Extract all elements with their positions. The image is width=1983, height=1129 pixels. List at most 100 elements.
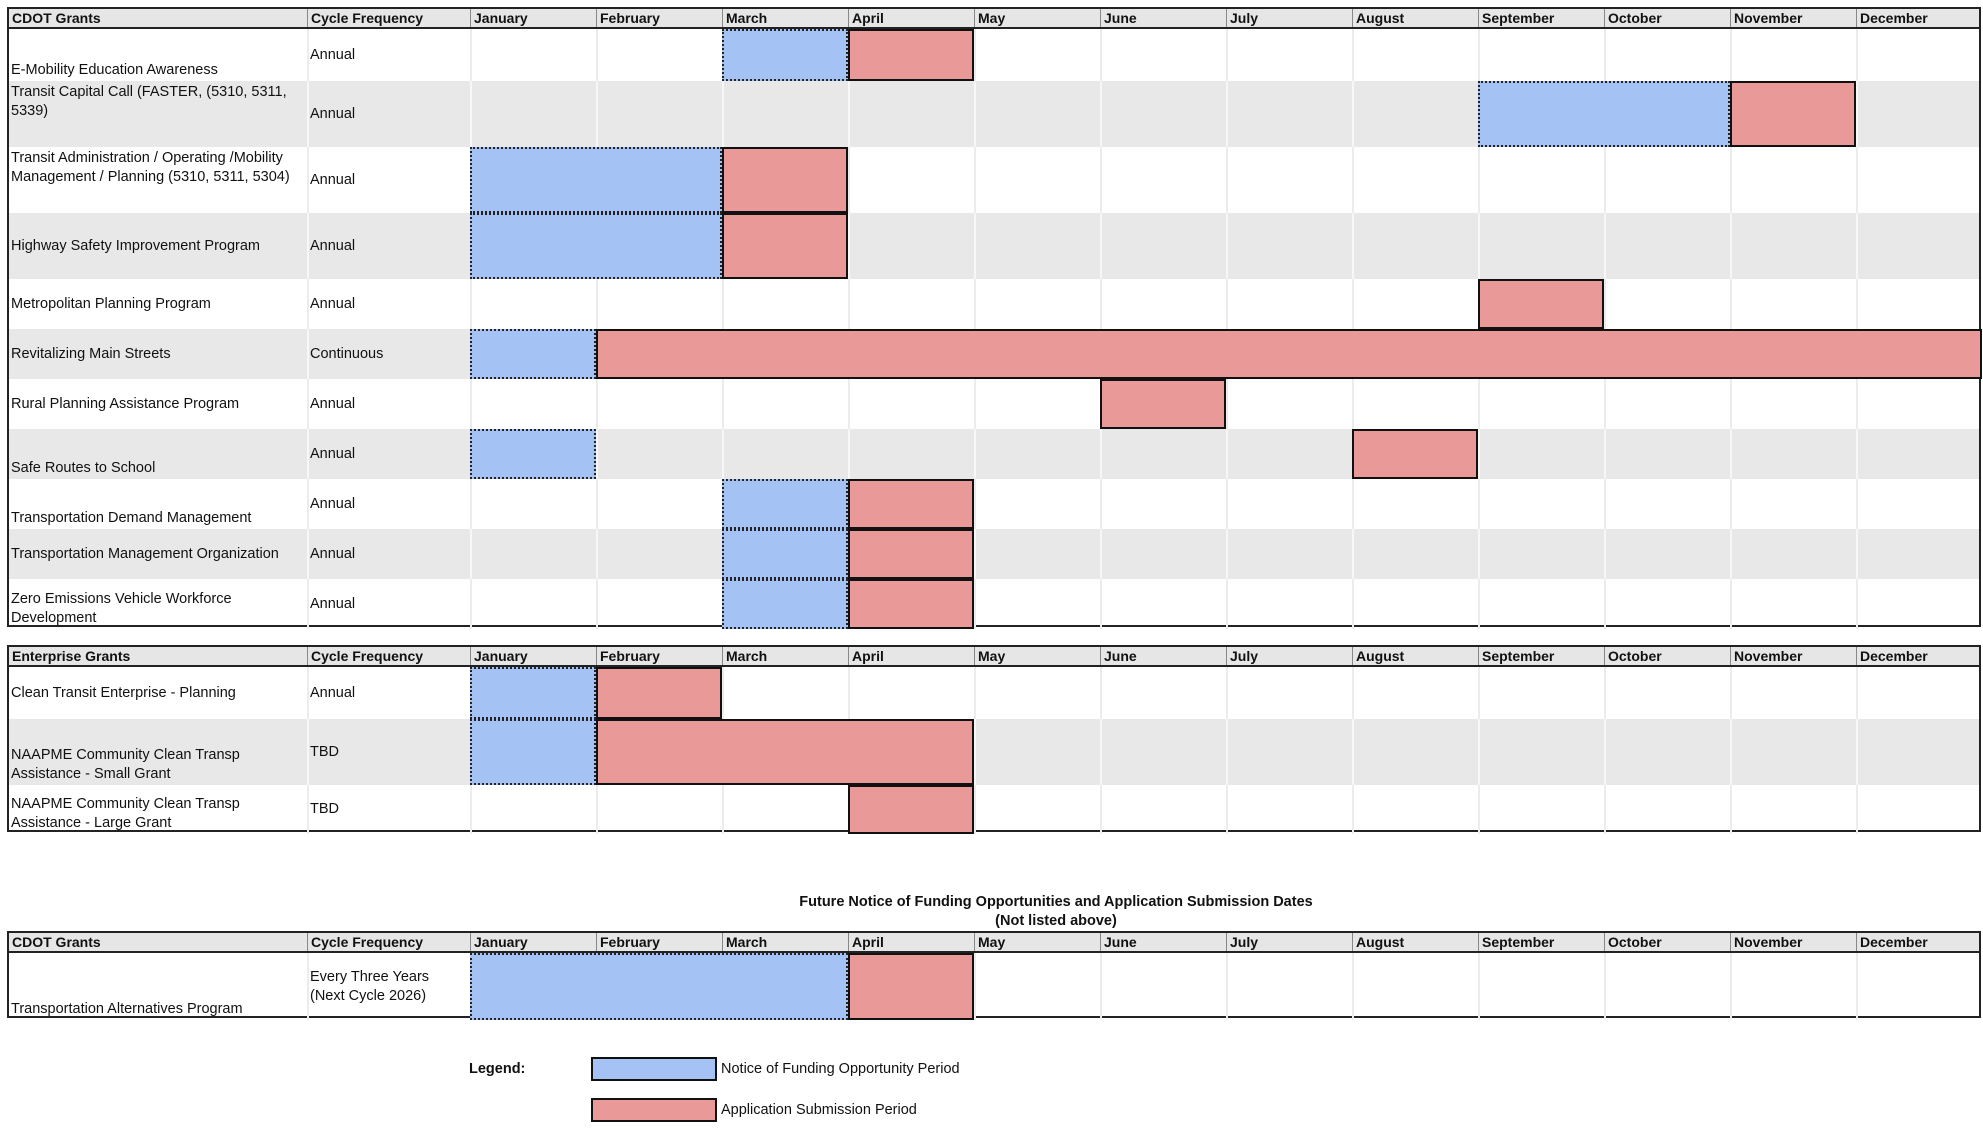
cycle-frequency-text: Every Three Years (Next Cycle 2026) xyxy=(310,968,430,1004)
grid-line xyxy=(596,81,598,147)
grid-line xyxy=(470,785,472,834)
application-period-bar xyxy=(722,213,848,279)
notice-period-bar xyxy=(722,479,848,529)
grant-name-text: Transit Administration / Operating /Mobi… xyxy=(11,150,290,185)
grid-line xyxy=(848,279,850,329)
grant-name-text: Rural Planning Assistance Program xyxy=(11,396,240,412)
enterprise-grants-table: Enterprise Grants Cycle Frequency January F… xyxy=(7,645,1982,834)
grid-line xyxy=(1352,953,1354,1020)
header-month-may: May xyxy=(974,933,1100,951)
grant-name: Transit Administration / Operating /Mobi… xyxy=(9,147,303,213)
grant-name-text: Transportation Alternatives Program xyxy=(11,1001,243,1017)
grid-line xyxy=(722,429,724,479)
cycle-frequency-text: Annual xyxy=(310,295,356,312)
header-grants-title: CDOT Grants xyxy=(12,10,101,26)
grid-line xyxy=(1478,529,1480,579)
application-period-bar xyxy=(596,667,722,719)
grant-row: Transportation Alternatives Program Every… xyxy=(9,953,1979,1020)
legend-notice-swatch xyxy=(591,1057,717,1081)
cycle-frequency: Every Three Years (Next Cycle 2026) xyxy=(307,953,469,1020)
grant-name-text: Transit Capital Call (FASTER, (5310, 531… xyxy=(11,84,287,119)
cycle-frequency: Annual xyxy=(307,147,469,213)
legend-notice-text: Notice of Funding Opportunity Period xyxy=(721,1061,960,1077)
grid-line xyxy=(722,279,724,329)
notice-period-bar xyxy=(470,329,596,379)
header-month-october: October xyxy=(1604,647,1730,665)
grid-line xyxy=(307,29,309,81)
application-period-bar xyxy=(848,579,974,629)
grid-line xyxy=(1478,429,1480,479)
grant-row: NAAPME Community Clean Transp Assistance… xyxy=(9,719,1979,785)
grid-line xyxy=(1604,379,1606,429)
cycle-frequency: Annual xyxy=(307,29,469,81)
legend-application-text: Application Submission Period xyxy=(721,1102,917,1118)
cycle-frequency: TBD xyxy=(307,719,469,785)
header-month-december: December xyxy=(1856,647,1982,665)
grid-line xyxy=(848,667,850,719)
grid-line xyxy=(722,81,724,147)
application-period-bar xyxy=(848,953,974,1020)
grid-line xyxy=(596,29,598,81)
grid-line xyxy=(1100,81,1102,147)
grant-name-text: Zero Emissions Vehicle Workforce Develop… xyxy=(11,591,232,626)
grid-line xyxy=(1856,81,1858,147)
grid-line xyxy=(1730,953,1732,1020)
cycle-frequency: Annual xyxy=(307,81,469,147)
cycle-frequency-text: Annual xyxy=(310,395,356,412)
grant-name-text: Revitalizing Main Streets xyxy=(11,346,171,362)
cycle-frequency-text: Annual xyxy=(310,46,356,63)
grant-name-text: Transportation Management Organization xyxy=(11,546,279,562)
grid-line xyxy=(1478,147,1480,213)
grid-line xyxy=(470,279,472,329)
grid-line xyxy=(596,479,598,529)
grant-name-text: Highway Safety Improvement Program xyxy=(11,238,261,254)
grid-line xyxy=(1604,719,1606,785)
grid-line xyxy=(470,379,472,429)
grant-name: Transportation Management Organization xyxy=(9,529,303,579)
grid-line xyxy=(307,329,309,379)
grid-line xyxy=(1730,379,1732,429)
grid-line xyxy=(1352,279,1354,329)
grant-row: NAAPME Community Clean Transp Assistance… xyxy=(9,785,1979,834)
grid-line xyxy=(1100,719,1102,785)
cycle-frequency-text: Annual xyxy=(310,445,356,462)
grid-line xyxy=(307,529,309,579)
cycle-frequency-text: Annual xyxy=(310,684,356,701)
grant-name: Transit Capital Call (FASTER, (5310, 531… xyxy=(9,81,303,147)
grid-line xyxy=(1730,147,1732,213)
grid-line xyxy=(1226,579,1228,629)
grid-line xyxy=(1226,429,1228,479)
grid-line xyxy=(1478,719,1480,785)
grid-line xyxy=(307,429,309,479)
application-period-bar xyxy=(596,719,974,785)
cycle-frequency-text: Annual xyxy=(310,495,356,512)
grant-name: NAAPME Community Clean Transp Assistance… xyxy=(9,785,303,834)
grid-line xyxy=(307,213,309,279)
grant-name-text: Clean Transit Enterprise - Planning xyxy=(11,685,236,701)
grid-line xyxy=(1352,667,1354,719)
grant-row: Transit Capital Call (FASTER, (5310, 531… xyxy=(9,81,1979,147)
grid-line xyxy=(1478,479,1480,529)
header-grants-title: CDOT Grants xyxy=(12,934,101,950)
grid-line xyxy=(1226,213,1228,279)
application-period-bar xyxy=(848,29,974,81)
grid-line xyxy=(848,379,850,429)
grid-line xyxy=(1226,81,1228,147)
grid-line xyxy=(1856,147,1858,213)
grid-line xyxy=(1856,529,1858,579)
grant-name: Metropolitan Planning Program xyxy=(9,279,303,329)
grid-line xyxy=(974,29,976,81)
grid-line xyxy=(722,379,724,429)
grant-row: Zero Emissions Vehicle Workforce Develop… xyxy=(9,579,1979,629)
grid-line xyxy=(974,529,976,579)
grid-line xyxy=(1604,529,1606,579)
grid-line xyxy=(1100,29,1102,81)
notice-period-bar xyxy=(722,529,848,579)
application-period-bar xyxy=(596,329,1982,379)
grant-name: NAAPME Community Clean Transp Assistance… xyxy=(9,719,303,785)
grid-line xyxy=(1100,529,1102,579)
grant-name-text: NAAPME Community Clean Transp Assistance… xyxy=(11,796,240,831)
grid-line xyxy=(1100,429,1102,479)
grid-line xyxy=(470,479,472,529)
grid-line xyxy=(1730,29,1732,81)
